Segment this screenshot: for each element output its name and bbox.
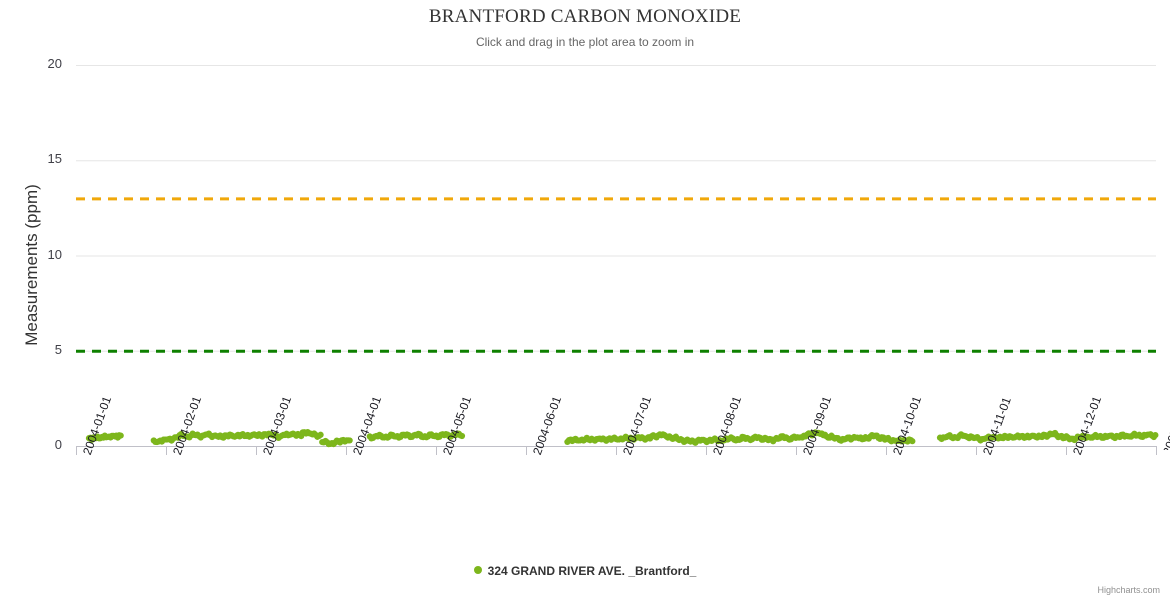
chart-title: BRANTFORD CARBON MONOXIDE <box>428 6 742 27</box>
x-axis-ticks <box>76 446 1157 455</box>
chart-subtitle: Click and drag in the plot area to zoom … <box>475 35 695 49</box>
gridlines <box>76 65 1156 447</box>
data-point[interactable] <box>317 431 324 438</box>
y-axis-tick-label: 20 <box>47 56 62 71</box>
credits-link[interactable]: Highcharts.com <box>1097 585 1160 595</box>
data-point[interactable] <box>909 438 916 445</box>
chart-legend: 324 GRAND RIVER AVE. _Brantford_ <box>0 563 1170 578</box>
threshold-plot-lines <box>76 197 1156 353</box>
data-point[interactable] <box>1152 432 1159 439</box>
data-point-markers[interactable] <box>85 429 1159 448</box>
legend-item-label: 324 GRAND RIVER AVE. _Brantford_ <box>487 563 697 578</box>
legend-item-series[interactable]: 324 GRAND RIVER AVE. _Brantford_ <box>473 563 697 578</box>
data-point[interactable] <box>458 432 466 440</box>
y-axis-tick-label: 10 <box>47 246 62 262</box>
data-point[interactable] <box>117 432 124 439</box>
legend-marker-icon <box>473 565 482 574</box>
axis-label-clip-mask <box>1158 450 1170 560</box>
y-axis-tick-label: 0 <box>54 437 62 452</box>
data-point[interactable] <box>346 437 353 444</box>
y-axis-tick-label: 15 <box>47 151 62 167</box>
y-axis-tick-label: 5 <box>54 341 62 357</box>
